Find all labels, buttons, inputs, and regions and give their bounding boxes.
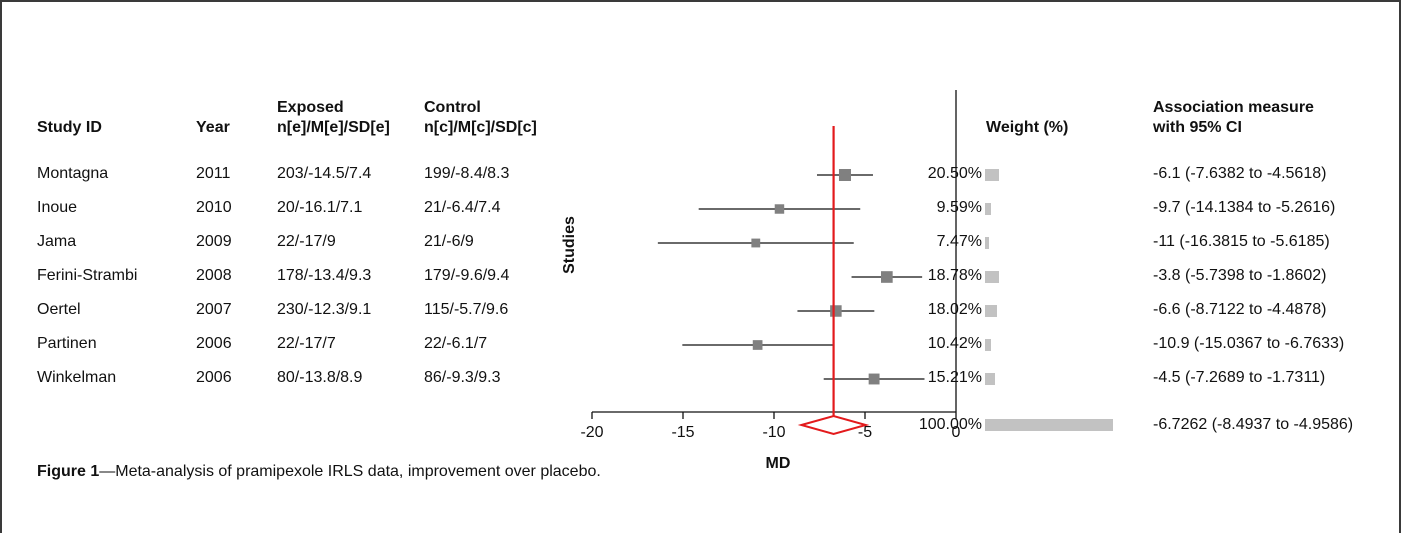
study-year: 2006 — [196, 335, 232, 352]
study-weight: 7.47% — [936, 233, 982, 250]
study-exposed: 22/-17/7 — [277, 335, 336, 352]
y-axis-label: Studies — [561, 216, 578, 274]
study-year: 2006 — [196, 369, 232, 386]
header-exposed: Exposed — [277, 99, 344, 116]
x-tick-label: -10 — [762, 424, 785, 441]
study-control: 21/-6.4/7.4 — [424, 199, 501, 216]
study-assoc: -4.5 (-7.2689 to -1.7311) — [1153, 369, 1326, 386]
study-exposed: 203/-14.5/7.4 — [277, 165, 372, 182]
study-control: 86/-9.3/9.3 — [424, 369, 501, 386]
study-exposed: 80/-13.8/8.9 — [277, 369, 363, 386]
study-control: 21/-6/9 — [424, 233, 474, 250]
study-marker — [751, 238, 761, 248]
study-marker — [830, 305, 842, 317]
study-name: Winkelman — [37, 369, 117, 386]
study-assoc: -10.9 (-15.0367 to -6.7633) — [1153, 335, 1345, 352]
header-study-id: Study ID — [37, 119, 102, 136]
study-assoc: -11 (-16.3815 to -5.6185) — [1153, 233, 1330, 250]
x-tick-label: -5 — [858, 424, 872, 441]
study-weight: 9.59% — [936, 199, 982, 216]
study-exposed: 20/-16.1/7.1 — [277, 199, 363, 216]
study-weight: 10.42% — [927, 335, 982, 352]
study-name: Ferini-Strambi — [37, 267, 138, 284]
pooled-assoc: -6.7262 (-8.4937 to -4.9586) — [1153, 416, 1354, 433]
study-marker — [752, 340, 763, 350]
study-exposed: 178/-13.4/9.3 — [277, 267, 372, 284]
header-year: Year — [196, 119, 230, 136]
x-axis-label: MD — [766, 455, 791, 472]
study-weight: 18.78% — [927, 267, 982, 284]
study-weight: 20.50% — [927, 165, 982, 182]
pooled-weight: 100.00% — [918, 416, 982, 433]
header-control: Control — [424, 99, 481, 116]
study-year: 2007 — [196, 301, 232, 318]
figure-caption-text: —Meta-analysis of pramipexole IRLS data,… — [99, 463, 601, 480]
x-tick-label: 0 — [952, 424, 961, 441]
study-control: 179/-9.6/9.4 — [424, 267, 510, 284]
study-year: 2010 — [196, 199, 232, 216]
pooled-diamond — [797, 414, 870, 436]
x-ticks: -20 -15 -10 -5 0 — [580, 412, 961, 441]
study-control: 199/-8.4/8.3 — [424, 165, 510, 182]
study-weight: 18.02% — [927, 301, 982, 318]
study-name: Montagna — [37, 165, 109, 182]
weight-bars — [985, 169, 1113, 431]
study-assoc: -3.8 (-5.7398 to -1.8602) — [1153, 267, 1327, 284]
study-exposed: 230/-12.3/9.1 — [277, 301, 372, 318]
header-exposed-sub: n[e]/M[e]/SD[e] — [277, 119, 390, 136]
study-marker — [774, 204, 785, 214]
study-weight: 15.21% — [927, 369, 982, 386]
study-marker — [868, 373, 880, 385]
study-name: Inoue — [37, 199, 78, 216]
header-control-sub: n[c]/M[c]/SD[c] — [424, 119, 537, 136]
figure-caption: Figure 1—Meta-analysis of pramipexole IR… — [37, 462, 601, 482]
header-assoc-sub: with 95% CI — [1153, 119, 1242, 136]
study-marker — [838, 169, 851, 181]
study-year: 2009 — [196, 233, 232, 250]
study-exposed: 22/-17/9 — [277, 233, 336, 250]
header-assoc: Association measure — [1153, 99, 1314, 116]
study-name: Oertel — [37, 301, 81, 318]
x-tick-label: -15 — [671, 424, 694, 441]
study-assoc: -6.6 (-8.7122 to -4.4878) — [1153, 301, 1327, 318]
header-weight: Weight (%) — [986, 119, 1069, 136]
study-assoc: -9.7 (-14.1384 to -5.2616) — [1153, 199, 1336, 216]
x-tick-label: -20 — [580, 424, 603, 441]
study-year: 2011 — [196, 165, 231, 182]
study-name: Jama — [37, 233, 77, 250]
markers — [751, 169, 893, 385]
study-marker — [881, 271, 893, 283]
study-control: 115/-5.7/9.6 — [424, 301, 509, 318]
figure-label: Figure 1 — [37, 463, 100, 480]
study-control: 22/-6.1/7 — [424, 335, 488, 352]
study-assoc: -6.1 (-7.6382 to -4.5618) — [1153, 165, 1327, 182]
study-name: Partinen — [37, 335, 97, 352]
study-year: 2008 — [196, 267, 232, 284]
